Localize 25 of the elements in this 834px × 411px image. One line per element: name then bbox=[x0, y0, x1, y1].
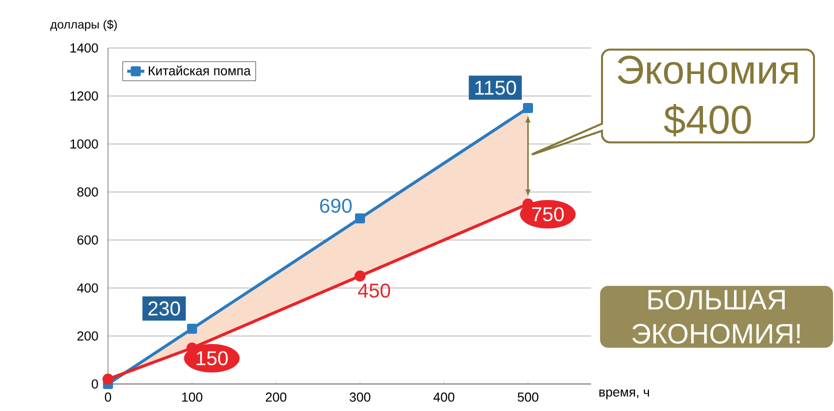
y-tick-label: 200 bbox=[77, 331, 98, 341]
y-axis-title: доллары ($) bbox=[50, 20, 117, 32]
y-tick-label: 800 bbox=[77, 187, 98, 197]
x-axis-title: время, ч bbox=[599, 390, 649, 400]
x-tick-label: 0 bbox=[104, 392, 112, 402]
legend-label: Китайская помпа bbox=[148, 66, 251, 76]
x-tick-label: 100 bbox=[182, 392, 202, 402]
data-label: 150 bbox=[196, 351, 228, 366]
y-tick-label: 0 bbox=[92, 379, 98, 389]
y-tick-label: 1200 bbox=[70, 91, 98, 101]
data-label: 450 bbox=[358, 284, 390, 298]
x-tick-label: 200 bbox=[266, 392, 286, 402]
y-tick-label: 400 bbox=[77, 283, 98, 293]
data-label: 690 bbox=[320, 198, 352, 213]
x-tick-label: 400 bbox=[433, 392, 454, 402]
data-label: 1150 bbox=[475, 80, 516, 95]
x-tick-label: 300 bbox=[350, 392, 370, 402]
y-tick-label: 1000 bbox=[70, 139, 98, 149]
y-tick-label: 600 bbox=[77, 235, 98, 245]
y-tick-label: 1400 bbox=[70, 43, 98, 53]
x-tick-label: 500 bbox=[518, 392, 538, 402]
data-label: 230 bbox=[148, 301, 180, 316]
data-label: 750 bbox=[532, 207, 564, 222]
annotation: Экономия $400 bbox=[618, 56, 798, 136]
text: БОЛЬШАЯ ЭКОНОМИЯ! bbox=[632, 290, 800, 344]
